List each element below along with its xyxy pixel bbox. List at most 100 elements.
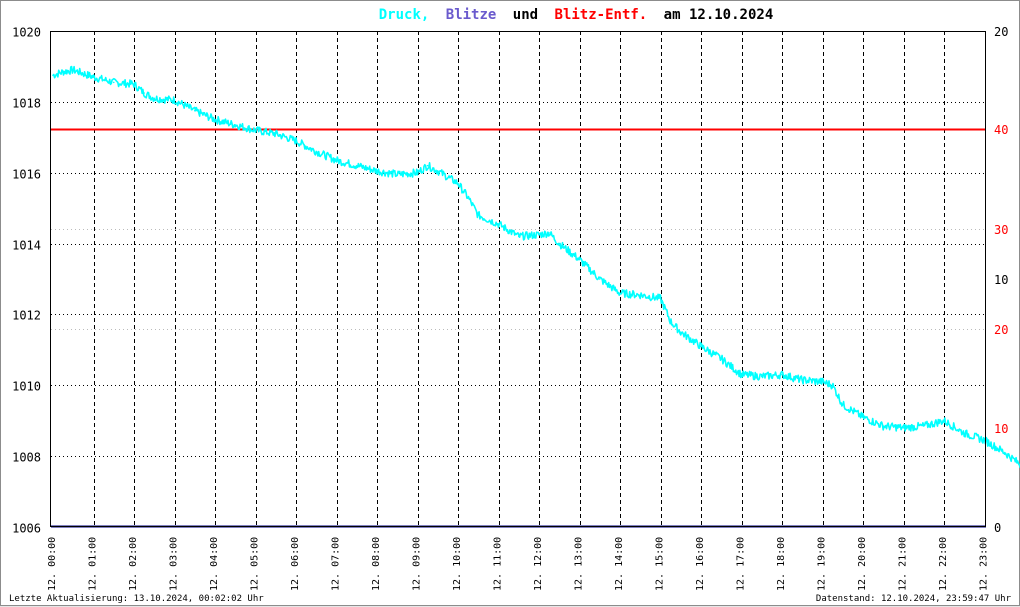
x-tick-label: 12. 14:00 [614, 537, 625, 591]
x-tick-label: 12. 15:00 [655, 537, 666, 591]
series-druck-line [52, 65, 1020, 469]
druck-point [548, 232, 550, 234]
druck-point [831, 384, 834, 387]
y-right-tick-label: 20 [994, 323, 1008, 337]
y-right-tick-label: 30 [994, 223, 1008, 237]
druck-point [214, 118, 216, 121]
druck-point [1003, 451, 1006, 454]
druck-point [477, 214, 480, 217]
druck-point [760, 375, 763, 378]
x-tick-label: 12. 13:00 [574, 537, 585, 591]
druck-point [639, 294, 642, 296]
druck-point [740, 373, 743, 376]
druck-point [193, 109, 196, 112]
druck-point [62, 70, 64, 73]
x-tick-label: 12. 18:00 [776, 537, 787, 591]
plot-border [50, 31, 986, 527]
druck-point [173, 99, 176, 101]
druck-point [963, 432, 966, 434]
x-tick-label: 12. 03:00 [169, 537, 180, 591]
druck-point [700, 345, 702, 348]
druck-point [315, 150, 318, 153]
druck-point [922, 425, 925, 427]
grid-lines [51, 31, 986, 527]
druck-point [467, 196, 469, 199]
druck-point [355, 164, 358, 167]
druck-point [902, 427, 905, 429]
druck-point [841, 403, 844, 406]
druck-point [882, 425, 885, 427]
title-blitze: Blitze [446, 7, 497, 23]
y-left-tick-label: 1016 [12, 168, 41, 182]
x-tick-label: 12. 04:00 [209, 537, 220, 591]
y-left-tick-label: 1014 [12, 239, 41, 253]
x-tick-label: 12. 08:00 [371, 537, 382, 591]
x-tick-label: 12. 21:00 [898, 537, 909, 591]
druck-point [578, 258, 581, 261]
druck-point [598, 278, 601, 280]
druck-point [376, 170, 378, 172]
druck-point [254, 129, 257, 131]
druck-point [436, 170, 439, 172]
druck-point [517, 235, 520, 238]
druck-point [781, 373, 783, 376]
x-axis-ticks: 12. 00:00 12. 01:00 12. 02:00 12. 03:00 12. … [47, 537, 990, 591]
druck-point [335, 159, 338, 162]
druck-point [143, 92, 145, 94]
druck-point [72, 69, 75, 71]
druck-point [52, 74, 54, 77]
x-tick-label: 12. 23:00 [979, 537, 990, 591]
x-tick-label: 12. 02:00 [128, 537, 139, 591]
footer-last-update: Letzte Aktualisierung: 13.10.2024, 00:02… [9, 594, 264, 604]
title-druck: Druck, [379, 7, 430, 23]
x-tick-label: 12. 07:00 [331, 537, 342, 591]
druck-point [862, 416, 864, 418]
druck-point [396, 173, 399, 176]
druck-point [679, 331, 682, 333]
druck-point [234, 124, 237, 126]
druck-point [983, 439, 986, 442]
druck-point [153, 97, 156, 100]
druck-point [558, 242, 561, 245]
x-tick-label: 12. 06:00 [290, 537, 301, 591]
y-right-tick-label: 0 [994, 521, 1001, 535]
y-axis-left: 1020 1018 1016 1014 1012 1010 1008 1006 [12, 26, 41, 536]
druck-point [943, 419, 945, 422]
druck-point [669, 320, 672, 323]
druck-point [92, 76, 95, 78]
x-tick-label: 12. 10:00 [452, 537, 463, 591]
druck-point [295, 140, 297, 142]
y-left-tick-label: 1012 [12, 309, 41, 323]
y-right-tick-label: 10 [994, 273, 1008, 287]
x-tick-label: 12. 17:00 [736, 537, 747, 591]
y-right-tick-label: 10 [994, 422, 1008, 436]
druck-point [720, 357, 723, 360]
x-tick-label: 12. 01:00 [88, 537, 99, 591]
x-tick-label: 12. 05:00 [250, 537, 261, 591]
druck-point [274, 132, 277, 135]
x-tick-label: 12. 22:00 [938, 537, 949, 591]
footer-data-state: Datenstand: 12.10.2024, 23:59:47 Uhr [815, 594, 1011, 604]
y-left-tick-label: 1018 [12, 97, 41, 111]
druck-point [538, 233, 540, 236]
x-tick-label: 12. 09:00 [412, 537, 423, 591]
druck-point [457, 182, 459, 185]
druck-point [619, 292, 621, 294]
druck-point [659, 297, 662, 300]
title-date: am 12.10.2024 [664, 7, 774, 23]
x-tick-label: 12. 11:00 [493, 537, 504, 591]
druck-point [133, 83, 135, 85]
y-right-tick-label: 20 [994, 25, 1008, 39]
druck-point [112, 81, 115, 84]
x-tick-label: 12. 00:00 [47, 537, 58, 591]
y-axis-right: 20 40 30 10 20 10 0 [994, 25, 1008, 535]
y-left-tick-label: 1006 [12, 522, 41, 536]
y-right-tick-label: 40 [994, 123, 1008, 137]
druck-point [821, 380, 824, 383]
series-layer [51, 65, 1020, 528]
druck-point [426, 164, 429, 167]
x-tick-label: 12. 20:00 [857, 537, 868, 591]
title-und: und [513, 7, 538, 23]
